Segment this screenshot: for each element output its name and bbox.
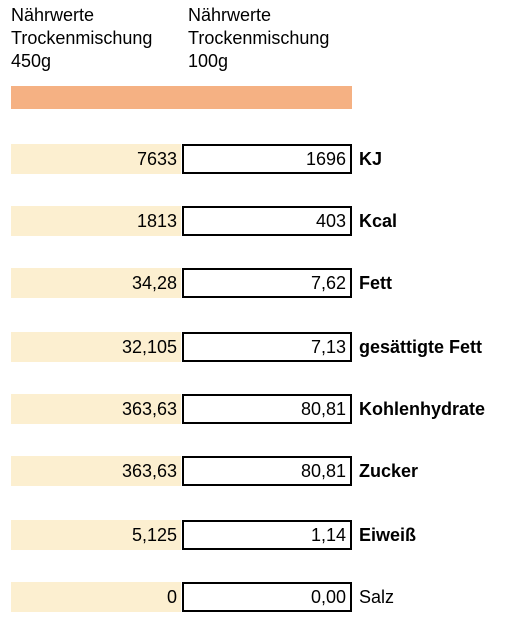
nutrient-label: gesättigte Fett xyxy=(359,337,483,357)
nutrition-row-gesaettigte-fett: 32,105 7,13 gesättigte Fett xyxy=(0,332,506,362)
nutrient-label: Kcal xyxy=(359,211,398,231)
nutrient-label: Kohlenhydrate xyxy=(359,399,486,419)
header-100g: Nährwerte Trockenmischung 100g xyxy=(188,4,329,73)
nutrition-row-salz: 0 0,00 Salz xyxy=(0,582,506,612)
nutrient-label: Fett xyxy=(359,273,392,293)
nutrition-row-kcal: 1813 403 Kcal xyxy=(0,206,506,236)
orange-header-bar xyxy=(11,86,352,109)
nutrition-row-eiweiss: 5,125 1,14 Eiweiß xyxy=(0,520,506,550)
header-100g-line-2: Trockenmischung xyxy=(188,28,330,48)
value-450g-cell[interactable]: 363,63 xyxy=(11,394,181,424)
header-100g-line-3: 100g xyxy=(188,51,229,71)
value-100g-cell[interactable]: 80,81 xyxy=(182,456,352,486)
nutrient-label: Eiweiß xyxy=(359,525,417,545)
header-450g: Nährwerte Trockenmischung 450g xyxy=(11,4,152,73)
nutrient-label: KJ xyxy=(359,149,383,169)
nutrition-row-fett: 34,28 7,62 Fett xyxy=(0,268,506,298)
value-100g-cell[interactable]: 1696 xyxy=(182,144,352,174)
header-450g-line-3: 450g xyxy=(11,51,52,71)
value-450g-cell[interactable]: 0 xyxy=(11,582,181,612)
nutrition-row-kj: 7633 1696 KJ xyxy=(0,144,506,174)
nutrient-label: Salz xyxy=(359,587,395,607)
header-450g-line-1: Nährwerte xyxy=(11,5,95,25)
value-450g-cell[interactable]: 34,28 xyxy=(11,268,181,298)
header-450g-line-2: Trockenmischung xyxy=(11,28,153,48)
value-450g-cell[interactable]: 7633 xyxy=(11,144,181,174)
value-450g-cell[interactable]: 1813 xyxy=(11,206,181,236)
value-450g-cell[interactable]: 32,105 xyxy=(11,332,181,362)
value-450g-cell[interactable]: 363,63 xyxy=(11,456,181,486)
header-100g-line-1: Nährwerte xyxy=(188,5,272,25)
nutrient-label: Zucker xyxy=(359,461,419,481)
value-100g-cell[interactable]: 0,00 xyxy=(182,582,352,612)
value-100g-cell[interactable]: 403 xyxy=(182,206,352,236)
value-100g-cell[interactable]: 80,81 xyxy=(182,394,352,424)
nutrition-row-zucker: 363,63 80,81 Zucker xyxy=(0,456,506,486)
value-100g-cell[interactable]: 7,13 xyxy=(182,332,352,362)
value-100g-cell[interactable]: 1,14 xyxy=(182,520,352,550)
value-100g-cell[interactable]: 7,62 xyxy=(182,268,352,298)
value-450g-cell[interactable]: 5,125 xyxy=(11,520,181,550)
nutrition-row-kohlenhydrate: 363,63 80,81 Kohlenhydrate xyxy=(0,394,506,424)
